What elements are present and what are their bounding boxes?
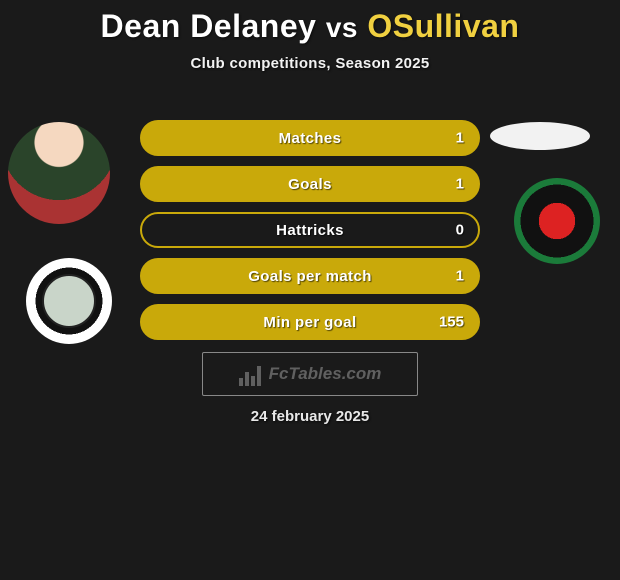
- stat-label: Matches: [279, 130, 342, 147]
- stat-label: Goals per match: [248, 268, 372, 285]
- player1-avatar: [8, 122, 110, 224]
- stat-row: Min per goal 155: [140, 304, 480, 340]
- stats-list: Matches 1 Goals 1 Hattricks 0 Goals per match 1…: [140, 120, 480, 350]
- stat-row: Goals per match 1: [140, 258, 480, 294]
- stat-label: Min per goal: [263, 314, 356, 331]
- page-title: Dean Delaney vs OSullivan: [0, 8, 620, 45]
- date-label: 24 february 2025: [0, 408, 620, 425]
- comparison-card: Dean Delaney vs OSullivan Club competiti…: [0, 0, 620, 580]
- player1-name: Dean Delaney: [101, 8, 317, 44]
- bar-chart-icon: [239, 362, 263, 386]
- brand-text: FcTables.com: [269, 364, 382, 384]
- club-crest-icon: [42, 274, 96, 328]
- stat-row: Matches 1: [140, 120, 480, 156]
- stat-right-value: 1: [456, 268, 464, 285]
- player2-avatar: [490, 122, 590, 150]
- stat-row: Goals 1: [140, 166, 480, 202]
- stat-right-value: 1: [456, 130, 464, 147]
- subtitle: Club competitions, Season 2025: [0, 55, 620, 72]
- brand-watermark: FcTables.com: [202, 352, 418, 396]
- stat-row: Hattricks 0: [140, 212, 480, 248]
- stat-label: Hattricks: [276, 222, 344, 239]
- stat-right-value: 155: [439, 314, 464, 331]
- stat-label: Goals: [288, 176, 332, 193]
- stat-right-value: 0: [456, 222, 464, 239]
- player2-club-badge: [514, 178, 600, 264]
- stat-right-value: 1: [456, 176, 464, 193]
- player1-club-badge: [26, 258, 112, 344]
- vs-label: vs: [326, 12, 358, 43]
- player2-name: OSullivan: [367, 8, 519, 44]
